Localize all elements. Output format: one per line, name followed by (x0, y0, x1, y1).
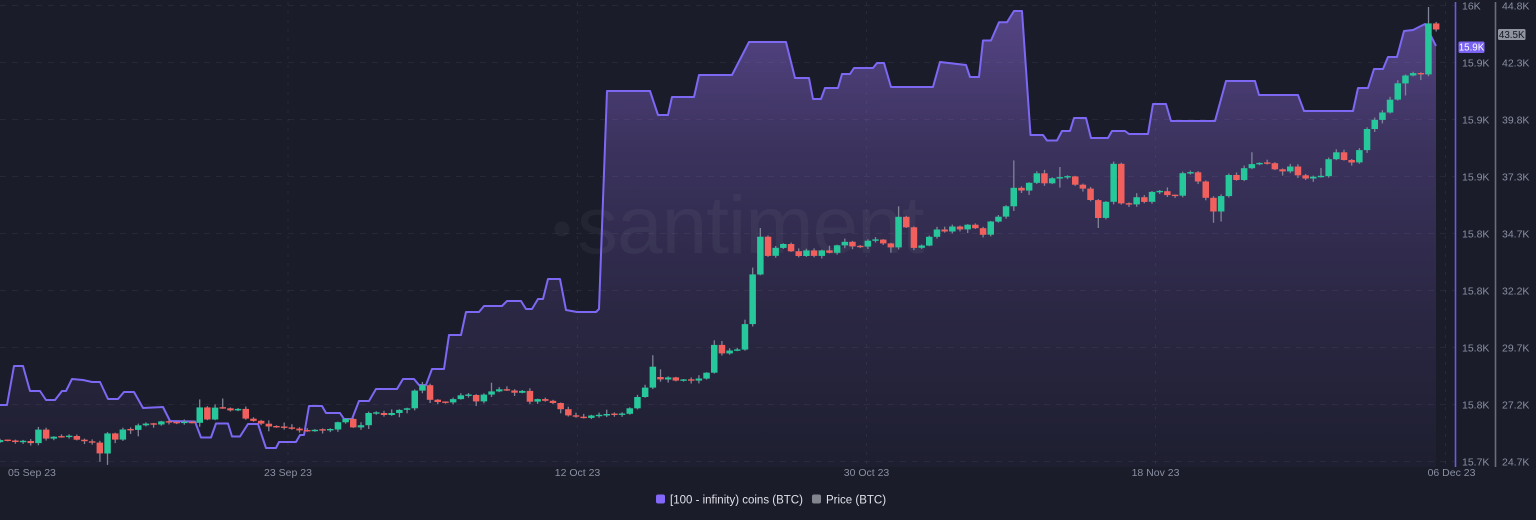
svg-text:[100 - infinity) coins (BTC): [100 - infinity) coins (BTC) (670, 495, 803, 507)
svg-text:15.8K: 15.8K (1462, 342, 1489, 354)
svg-text:15.9K: 15.9K (1462, 114, 1489, 126)
svg-text:12 Oct 23: 12 Oct 23 (555, 467, 601, 479)
svg-text:15.9K: 15.9K (1459, 43, 1485, 54)
svg-text:29.7K: 29.7K (1502, 342, 1529, 354)
svg-text:44.8K: 44.8K (1502, 0, 1529, 12)
svg-text:30 Oct 23: 30 Oct 23 (844, 467, 890, 479)
svg-text:27.2K: 27.2K (1502, 399, 1529, 411)
svg-text:23 Sep 23: 23 Sep 23 (264, 467, 312, 479)
svg-text:34.7K: 34.7K (1502, 228, 1529, 240)
svg-text:16K: 16K (1462, 0, 1481, 12)
svg-text:15.9K: 15.9K (1462, 57, 1489, 69)
svg-text:15.8K: 15.8K (1462, 399, 1489, 411)
svg-text:15.9K: 15.9K (1462, 171, 1489, 183)
svg-text:18 Nov 23: 18 Nov 23 (1132, 467, 1180, 479)
svg-text:32.2K: 32.2K (1502, 285, 1529, 297)
svg-text:05 Sep 23: 05 Sep 23 (8, 467, 56, 479)
svg-text:15.7K: 15.7K (1462, 456, 1489, 468)
svg-text:06 Dec 23: 06 Dec 23 (1428, 467, 1476, 479)
svg-text:15.8K: 15.8K (1462, 228, 1489, 240)
svg-text:43.5K: 43.5K (1499, 30, 1525, 41)
svg-text:santiment: santiment (577, 180, 925, 271)
svg-text:24.7K: 24.7K (1502, 456, 1529, 468)
svg-text:39.8K: 39.8K (1502, 114, 1529, 126)
svg-text:Price (BTC): Price (BTC) (826, 495, 886, 507)
svg-text:42.3K: 42.3K (1502, 57, 1529, 69)
svg-text:37.3K: 37.3K (1502, 171, 1529, 183)
svg-text:15.8K: 15.8K (1462, 285, 1489, 297)
